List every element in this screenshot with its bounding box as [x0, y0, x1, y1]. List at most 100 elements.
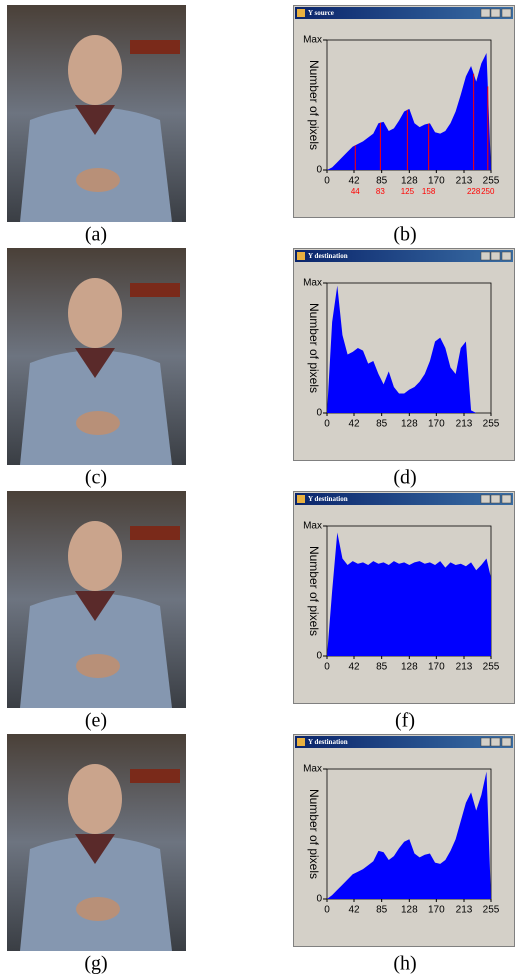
photo-sign	[130, 40, 180, 54]
window-title: Y destination	[308, 252, 348, 260]
marker-label: 83	[376, 187, 385, 196]
y-axis-label: Number of pixels	[307, 303, 321, 393]
histogram-area	[327, 532, 491, 656]
window-icon	[297, 9, 305, 17]
title-bar	[295, 7, 513, 19]
x-tick-label: 128	[401, 905, 418, 916]
window-button[interactable]	[501, 737, 512, 747]
window-icon	[297, 738, 305, 746]
window-title: Y destination	[308, 495, 348, 503]
person-torso	[20, 107, 172, 222]
window-button[interactable]	[480, 251, 491, 261]
person-hands	[76, 411, 120, 435]
x-tick-label: 42	[348, 419, 360, 430]
person-torso	[20, 593, 172, 708]
x-tick-label: 255	[483, 176, 500, 187]
x-tick-label: 128	[401, 662, 418, 673]
window-button[interactable]	[480, 494, 491, 504]
histogram-area	[327, 285, 491, 413]
window-button[interactable]	[480, 737, 491, 747]
photo-sign	[130, 283, 180, 297]
marker-label: 44	[351, 187, 360, 196]
x-tick-label: 213	[456, 662, 473, 673]
x-tick-label: 170	[428, 419, 445, 430]
x-tick-label: 255	[483, 662, 500, 673]
window-button[interactable]	[501, 251, 512, 261]
window-button[interactable]	[490, 251, 501, 261]
person-head	[68, 278, 122, 348]
x-tick-label: 213	[456, 176, 473, 187]
window-button[interactable]	[490, 8, 501, 18]
caption: (b)	[393, 224, 416, 246]
person-collar	[75, 834, 115, 864]
window-title: Y destination	[308, 738, 348, 746]
y-tick-label: 0	[316, 165, 322, 176]
window-title: Y source	[308, 9, 334, 17]
x-tick-label: 85	[376, 419, 388, 430]
window-icon	[297, 495, 305, 503]
marker-label: 250	[481, 187, 495, 196]
person-head	[68, 35, 122, 105]
person-head	[68, 764, 122, 834]
y-axis-label: Number of pixels	[307, 789, 321, 879]
caption: (c)	[85, 467, 107, 489]
marker-label: 125	[401, 187, 415, 196]
x-tick-label: 128	[401, 419, 418, 430]
marker-label: 228	[467, 187, 481, 196]
person-head	[68, 521, 122, 591]
x-tick-label: 213	[456, 905, 473, 916]
photo-sign	[130, 769, 180, 783]
person-collar	[75, 348, 115, 378]
y-tick-label: 0	[316, 408, 322, 419]
person-hands	[76, 654, 120, 678]
x-tick-label: 0	[324, 419, 330, 430]
window-button[interactable]	[501, 8, 512, 18]
window-button[interactable]	[480, 8, 491, 18]
photo-sign	[130, 526, 180, 540]
person-torso	[20, 836, 172, 951]
x-tick-label: 0	[324, 662, 330, 673]
x-tick-label: 170	[428, 905, 445, 916]
x-tick-label: 170	[428, 176, 445, 187]
x-tick-label: 85	[376, 905, 388, 916]
y-tick-label: Max	[303, 764, 322, 775]
title-bar	[295, 736, 513, 748]
y-tick-label: 0	[316, 894, 322, 905]
person-torso	[20, 350, 172, 465]
caption: (e)	[85, 710, 107, 732]
window-button[interactable]	[490, 737, 501, 747]
title-bar	[295, 493, 513, 505]
histogram-area	[327, 771, 491, 899]
caption: (h)	[393, 953, 416, 975]
y-tick-label: Max	[303, 521, 322, 532]
caption: (d)	[393, 467, 416, 489]
y-tick-label: Max	[303, 278, 322, 289]
window-button[interactable]	[490, 494, 501, 504]
person-hands	[76, 168, 120, 192]
y-axis-label: Number of pixels	[307, 60, 321, 150]
x-tick-label: 85	[376, 662, 388, 673]
window-button[interactable]	[501, 494, 512, 504]
person-collar	[75, 105, 115, 135]
x-tick-label: 85	[376, 176, 388, 187]
x-tick-label: 255	[483, 419, 500, 430]
marker-label: 158	[422, 187, 436, 196]
histogram-area	[327, 53, 491, 170]
person-collar	[75, 591, 115, 621]
x-tick-label: 42	[348, 662, 360, 673]
x-tick-label: 255	[483, 905, 500, 916]
x-tick-label: 0	[324, 905, 330, 916]
x-tick-label: 170	[428, 662, 445, 673]
x-tick-label: 128	[401, 176, 418, 187]
caption: (f)	[395, 710, 415, 732]
caption: (a)	[85, 224, 107, 246]
caption: (g)	[84, 953, 107, 975]
y-axis-label: Number of pixels	[307, 546, 321, 636]
x-tick-label: 213	[456, 419, 473, 430]
x-tick-label: 42	[348, 176, 360, 187]
y-tick-label: 0	[316, 651, 322, 662]
x-tick-label: 0	[324, 176, 330, 187]
x-tick-label: 42	[348, 905, 360, 916]
